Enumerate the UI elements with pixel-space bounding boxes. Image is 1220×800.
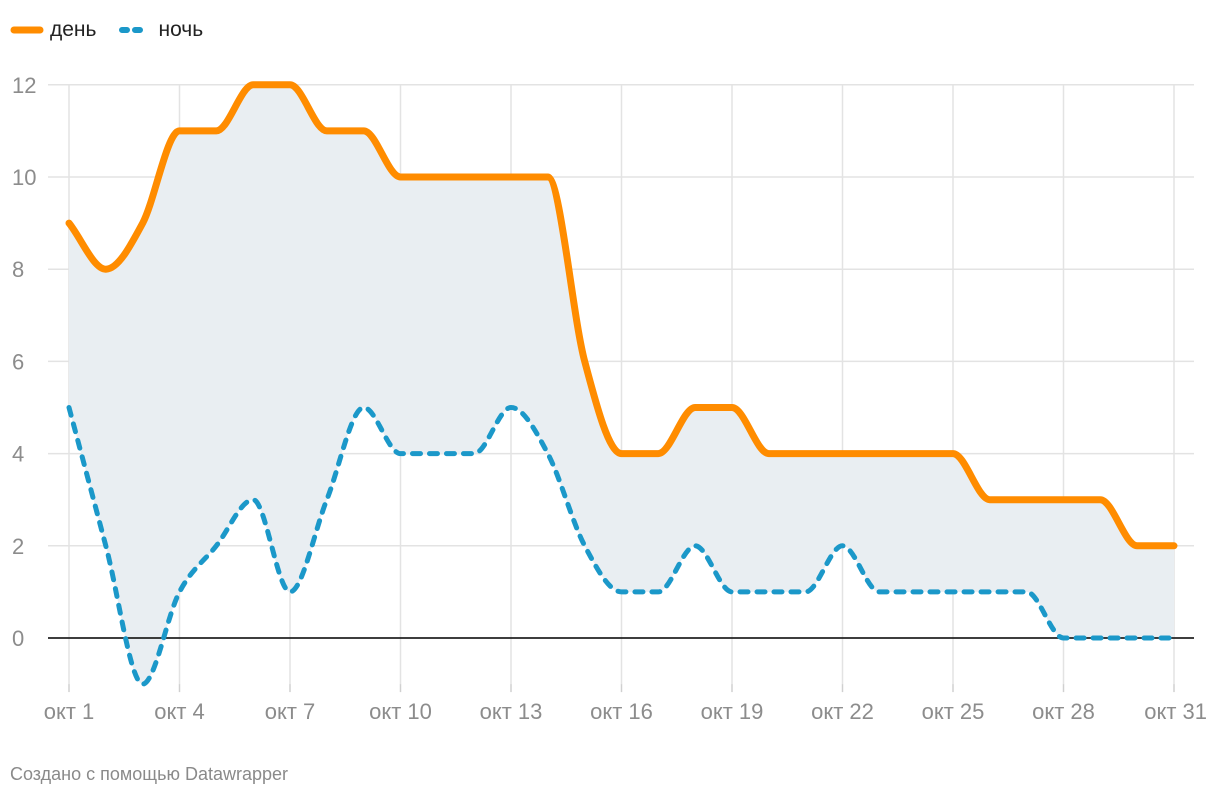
y-tick-label-4: 8: [12, 257, 24, 282]
y-tick-label-3: 6: [12, 349, 24, 374]
x-tick-label-6: окт 19: [701, 699, 764, 724]
legend-entry-day: день: [10, 18, 96, 42]
legend: день ночь: [10, 16, 203, 44]
range-fill-area: [69, 84, 1174, 685]
legend-label-day: день: [50, 18, 97, 41]
x-tick-label-9: окт 28: [1032, 699, 1095, 724]
x-tick-labels: окт 1 окт 4 окт 7 окт 10 окт 13 окт 16 окт 19 о…: [44, 699, 1207, 724]
legend-label-night: ночь: [158, 18, 204, 41]
x-tick-label-3: окт 10: [369, 699, 432, 724]
legend-swatch-day: [10, 26, 44, 34]
y-tick-labels: 0 2 4 6 8 10 12: [12, 73, 36, 651]
y-tick-label-0: 0: [12, 626, 24, 651]
x-tick-label-10: окт 31: [1144, 699, 1207, 724]
x-tick-label-1: окт 4: [154, 699, 205, 724]
legend-swatch-night: [119, 27, 152, 33]
y-tick-label-1: 2: [12, 534, 24, 559]
legend-entry-night: ночь: [118, 18, 203, 42]
y-tick-label-2: 4: [12, 442, 24, 467]
x-tick-label-2: окт 7: [265, 699, 316, 724]
y-tick-label-6: 12: [12, 73, 36, 98]
footer-credit: Создано с помощью Datawrapper: [10, 764, 289, 784]
x-tick-label-5: окт 16: [590, 699, 653, 724]
y-tick-label-5: 10: [12, 165, 36, 190]
series-line-night: [66, 404, 1177, 687]
x-tick-marks: [68, 684, 1175, 693]
x-tick-label-0: окт 1: [44, 699, 95, 724]
x-tick-label-8: окт 25: [922, 699, 985, 724]
x-tick-label-4: окт 13: [480, 699, 543, 724]
series-line-day: [65, 81, 1178, 550]
x-tick-label-7: окт 22: [811, 699, 874, 724]
